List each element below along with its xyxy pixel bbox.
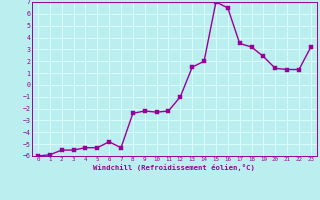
X-axis label: Windchill (Refroidissement éolien,°C): Windchill (Refroidissement éolien,°C) [93, 164, 255, 171]
